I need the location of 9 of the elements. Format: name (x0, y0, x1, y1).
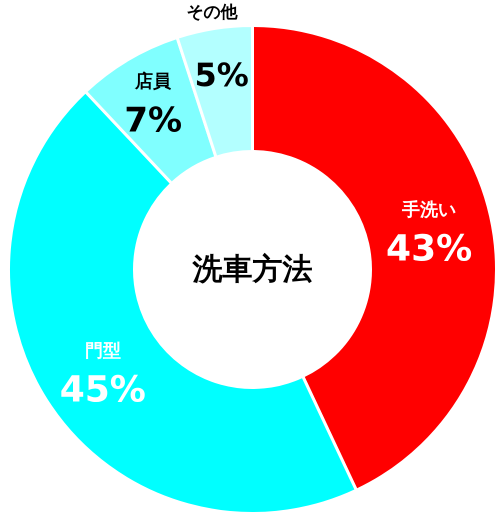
data-label: 5% (194, 56, 249, 94)
slice-label: その他 (186, 2, 238, 23)
slice-label: 門型 (84, 340, 121, 362)
slice-label: 手洗い (401, 200, 456, 221)
text: 洗車方法 (192, 252, 312, 287)
data-label: 7% (124, 100, 182, 141)
data-label: 43% (386, 228, 472, 270)
slice-label: 店員 (134, 71, 172, 92)
data-label: 45% (60, 370, 146, 411)
